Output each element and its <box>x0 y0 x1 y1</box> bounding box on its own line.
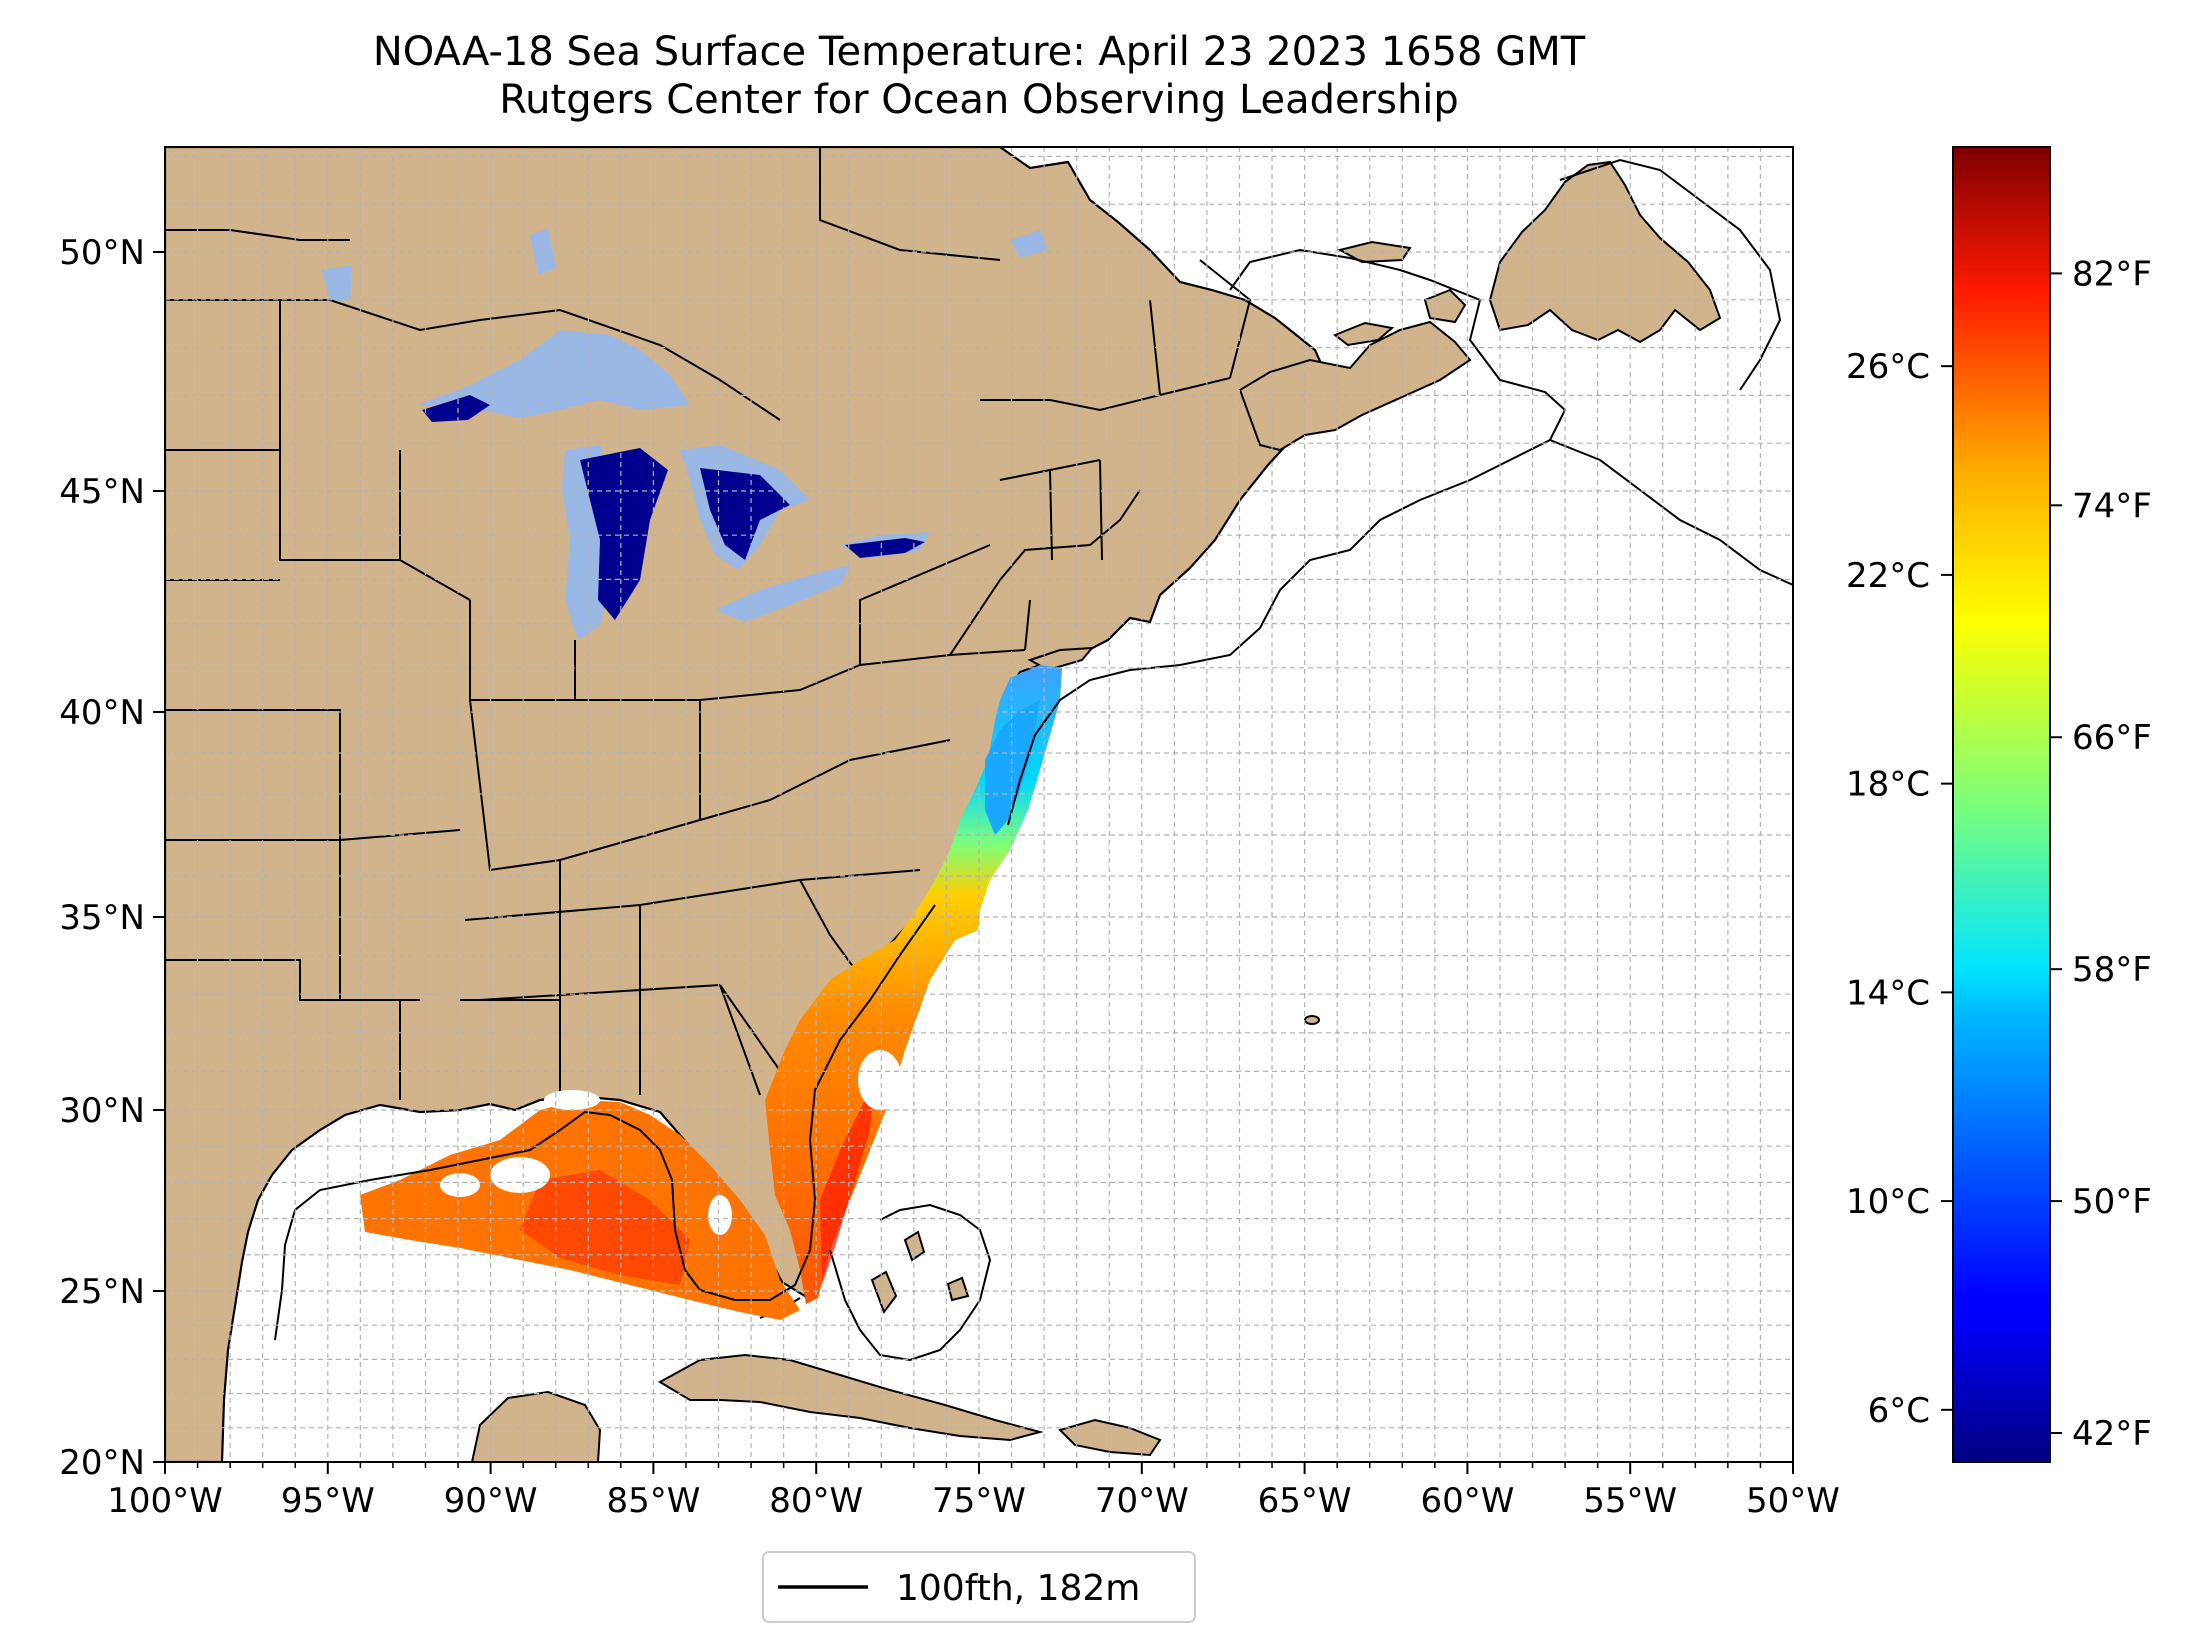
lon-tick-label: 100°W <box>107 1481 223 1521</box>
lat-tick-label: 45°N <box>59 472 145 512</box>
sst-warm-core <box>520 1170 690 1285</box>
lon-tick-label: 95°W <box>281 1481 375 1521</box>
isobath-grand-banks <box>1559 158 1782 391</box>
fahrenheit-tick-label: 58°F <box>2072 950 2152 990</box>
lon-tick-label: 60°W <box>1420 1481 1514 1521</box>
legend: 100fth, 182m <box>762 1551 1196 1623</box>
celsius-tick-label: 26°C <box>1846 347 1930 387</box>
colorbar-fahrenheit-axis: 82°F 74°F 66°F 58°F 50°F 42°F <box>2050 254 2152 1454</box>
lon-tick-label: 50°W <box>1746 1481 1840 1521</box>
latitude-axis: 50°N 45°N 40°N 35°N 30°N 25°N 20°N <box>59 233 165 1483</box>
lon-tick-label: 55°W <box>1583 1481 1677 1521</box>
lon-tick-label: 90°W <box>444 1481 538 1521</box>
legend-box <box>762 1551 1196 1623</box>
celsius-tick-label: 14°C <box>1846 973 1930 1013</box>
lat-tick-label: 50°N <box>59 233 145 273</box>
isobath-bahamas <box>829 1203 992 1362</box>
lake-winnipeg-area <box>322 265 352 302</box>
celsius-tick-label: 10°C <box>1846 1182 1930 1222</box>
lat-tick-label: 25°N <box>59 1272 145 1312</box>
celsius-tick-label: 22°C <box>1846 556 1930 596</box>
legend-label: 100fth, 182m <box>896 1568 1140 1609</box>
colorbar-celsius-axis: 26°C 22°C 18°C 14°C 10°C 6°C <box>1846 347 1953 1431</box>
cloud-gaps <box>440 1050 902 1235</box>
lat-tick-label: 20°N <box>59 1443 145 1483</box>
lake-superior <box>418 330 690 418</box>
lon-tick-label: 70°W <box>1095 1481 1189 1521</box>
lat-tick-label: 40°N <box>59 693 145 733</box>
land-yucatan <box>470 1390 602 1462</box>
fahrenheit-tick-label: 50°F <box>2072 1182 2152 1222</box>
sst-loop-current-red <box>820 1080 875 1285</box>
land-bermuda <box>1304 1015 1320 1025</box>
lat-tick-label: 30°N <box>59 1091 145 1131</box>
lon-tick-label: 65°W <box>1258 1481 1352 1521</box>
lat-tick-label: 35°N <box>59 898 145 938</box>
celsius-tick-label: 6°C <box>1868 1391 1930 1431</box>
isobath-100fth-line <box>274 904 936 1341</box>
graticule-grid <box>165 147 1793 1462</box>
sst-cold-shelf <box>985 700 1040 835</box>
fahrenheit-tick-label: 42°F <box>2072 1414 2152 1454</box>
chart-title: NOAA-18 Sea Surface Temperature: April 2… <box>372 29 1586 75</box>
fahrenheit-tick-label: 74°F <box>2072 486 2152 526</box>
lon-tick-label: 80°W <box>769 1481 863 1521</box>
celsius-tick-label: 18°C <box>1846 765 1930 805</box>
chart-subtitle: Rutgers Center for Ocean Observing Leade… <box>499 77 1459 123</box>
fahrenheit-tick-label: 82°F <box>2072 254 2152 294</box>
lon-tick-label: 85°W <box>606 1481 700 1521</box>
isobath-north-line <box>1007 248 1567 826</box>
land-pei <box>1332 321 1395 347</box>
map-area <box>165 147 1793 1462</box>
lake-nipigon <box>1010 230 1048 258</box>
fahrenheit-tick-label: 66°F <box>2072 718 2152 758</box>
land-cuba <box>657 1353 1044 1442</box>
longitude-axis: 100°W 95°W 90°W 85°W 80°W 75°W 70°W 65°W 60°W 55°… <box>107 1462 1840 1521</box>
lon-tick-label: 75°W <box>932 1481 1026 1521</box>
land-hispaniola <box>1058 1418 1162 1457</box>
colorbar <box>1952 146 2051 1463</box>
